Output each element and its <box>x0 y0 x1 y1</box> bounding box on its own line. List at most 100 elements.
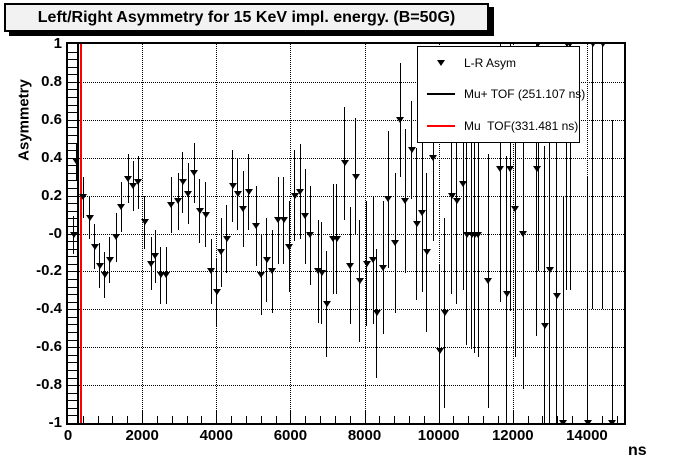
data-point-marker <box>285 243 294 250</box>
data-point-marker <box>608 420 617 423</box>
error-bar <box>587 176 589 423</box>
y-axis-tick <box>68 51 77 53</box>
y-axis-tick <box>68 89 77 91</box>
title-box: Left/Right Asymmetry for 15 KeV impl. en… <box>4 3 489 32</box>
x-axis-tick <box>275 416 277 423</box>
data-point-marker <box>474 232 483 239</box>
data-point-marker <box>117 203 126 210</box>
x-axis-tick <box>423 416 425 423</box>
data-point-marker <box>147 260 156 267</box>
error-bar <box>536 44 538 336</box>
data-point-marker <box>407 147 416 154</box>
y-axis-tick <box>68 392 77 394</box>
y-tick-label: -0.6 <box>36 338 62 356</box>
y-axis-tick <box>68 301 77 303</box>
data-point-marker <box>301 213 309 220</box>
x-axis-tick <box>601 416 603 423</box>
y-axis-tick <box>68 195 82 197</box>
x-axis-title: ns <box>628 442 647 459</box>
red-line-icon <box>418 125 464 128</box>
data-point-marker <box>401 198 410 205</box>
data-point-marker <box>372 310 381 317</box>
x-axis-tick <box>364 410 366 423</box>
y-axis-tick <box>68 339 77 341</box>
x-axis-tick <box>216 410 218 423</box>
data-point-marker <box>340 160 349 167</box>
data-point-marker <box>167 202 176 209</box>
grid-line-v <box>512 44 514 423</box>
data-point-marker <box>452 198 461 205</box>
data-point-marker <box>588 44 597 47</box>
y-axis-tick <box>68 225 77 227</box>
data-point-marker <box>545 266 554 273</box>
x-axis-tick <box>394 416 396 423</box>
data-point-marker <box>228 183 237 190</box>
legend-entry-lr-asym: L-R Asym <box>418 47 579 78</box>
data-point-marker <box>162 272 171 279</box>
y-axis-tick <box>68 66 77 68</box>
x-axis-tick <box>409 416 410 423</box>
data-point-marker <box>598 44 607 47</box>
data-point-marker <box>90 243 99 250</box>
data-point-marker <box>351 173 360 180</box>
data-point-marker <box>566 44 575 47</box>
y-axis-tick <box>68 157 82 159</box>
data-point-marker <box>369 257 378 264</box>
data-point-marker <box>151 253 160 260</box>
x-axis-tick <box>142 410 144 423</box>
x-tick-label: 6000 <box>273 427 308 444</box>
grid-line-v <box>438 44 440 423</box>
y-axis-tick <box>68 81 82 83</box>
y-axis-tick <box>68 203 77 205</box>
grid-line-h <box>68 309 624 311</box>
grid-line-h <box>68 195 624 197</box>
y-axis-tick <box>68 407 77 409</box>
data-point-marker <box>207 268 215 275</box>
grid-line-h <box>68 385 624 387</box>
data-point-marker <box>496 166 505 173</box>
x-axis-tick <box>186 416 188 423</box>
data-point-marker <box>268 268 277 275</box>
data-point-marker <box>559 420 568 423</box>
grid-line-v <box>216 44 218 423</box>
error-bar <box>439 263 441 423</box>
mu-tof-line <box>80 44 83 423</box>
legend-label: L-R Asym <box>464 55 517 70</box>
y-axis-tick <box>68 150 77 152</box>
error-bar <box>506 155 508 423</box>
black-line-icon <box>418 93 464 96</box>
y-axis-tick <box>68 104 77 106</box>
y-axis-title: Asymmetry <box>15 79 33 161</box>
y-tick-label: -0.8 <box>36 376 62 394</box>
y-axis-tick <box>68 347 82 349</box>
grid-line-v <box>142 44 144 423</box>
data-point-marker <box>195 207 204 214</box>
x-axis-tick <box>557 416 559 423</box>
y-axis-tick <box>68 369 77 371</box>
data-point-marker <box>239 205 248 212</box>
data-point-marker <box>95 262 104 269</box>
x-axis-tick <box>572 416 574 423</box>
data-point-marker <box>322 300 331 307</box>
data-point-marker <box>296 188 304 195</box>
data-point-marker <box>346 262 354 269</box>
data-point-marker <box>332 236 341 243</box>
y-tick-label: 1 <box>53 35 62 52</box>
data-point-marker <box>447 192 456 199</box>
data-point-marker <box>435 347 444 354</box>
legend-label: Mu TOF(331.481 ns) <box>464 119 579 134</box>
data-point-marker <box>140 219 149 226</box>
x-tick-label: 0 <box>63 427 73 444</box>
y-axis-tick <box>68 112 77 114</box>
data-point-marker <box>552 293 561 300</box>
error-bar <box>499 44 501 302</box>
y-axis-tick <box>68 74 77 76</box>
x-axis-tick <box>260 416 262 423</box>
y-axis-tick <box>68 165 77 167</box>
data-point-marker <box>422 249 431 256</box>
error-bar <box>562 195 564 423</box>
error-bar <box>537 44 539 272</box>
x-axis-tick <box>305 416 307 423</box>
data-point-marker <box>112 234 121 241</box>
